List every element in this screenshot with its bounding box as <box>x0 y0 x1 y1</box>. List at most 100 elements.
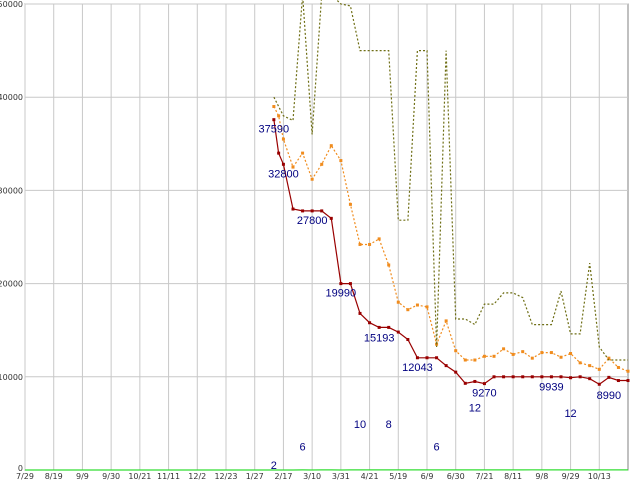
point-price <box>454 370 458 374</box>
data-label: 10 <box>354 419 366 431</box>
point-average <box>521 350 525 354</box>
x-tick-label: 3/31 <box>332 472 350 480</box>
point-average <box>492 354 496 358</box>
x-tick-label: 9/30 <box>102 472 120 480</box>
point-price <box>626 379 630 383</box>
x-tick-label: 11/11 <box>157 472 180 480</box>
point-price <box>301 209 305 213</box>
data-label: 8 <box>386 419 392 431</box>
point-average <box>348 202 352 206</box>
series-line-average <box>273 106 629 372</box>
point-average <box>329 144 333 148</box>
point-average <box>415 303 419 307</box>
data-label: 6 <box>300 441 306 453</box>
point-price <box>310 209 314 213</box>
point-price <box>588 377 592 381</box>
point-average <box>502 347 506 351</box>
point-price <box>348 282 352 286</box>
point-average <box>310 177 314 181</box>
point-price <box>435 356 439 360</box>
point-price <box>444 364 448 368</box>
point-average <box>588 364 592 368</box>
point-price <box>387 325 391 329</box>
data-label: 15193 <box>364 332 395 344</box>
point-average <box>578 361 582 365</box>
point-price <box>569 376 573 380</box>
point-price <box>377 325 381 329</box>
point-average <box>444 319 448 323</box>
series-line-price <box>273 119 628 386</box>
point-average <box>339 159 343 163</box>
x-tick-label: 7/21 <box>475 472 493 480</box>
point-price <box>502 375 506 379</box>
y-tick-label: 10000 <box>0 373 23 382</box>
point-price <box>511 375 515 379</box>
point-average <box>281 137 285 141</box>
point-price <box>329 216 333 220</box>
data-label: 37590 <box>259 124 290 136</box>
point-average <box>540 351 544 355</box>
x-tick-label: 5/19 <box>389 472 407 480</box>
data-label: 2 <box>271 460 277 472</box>
point-price <box>339 282 343 286</box>
plot-frame <box>24 3 629 471</box>
point-average <box>463 358 467 362</box>
point-price <box>578 375 582 379</box>
point-price <box>463 381 467 385</box>
series <box>25 0 630 471</box>
point-average <box>425 305 429 309</box>
point-average <box>277 114 281 118</box>
x-tick-label: 12/2 <box>188 472 206 480</box>
point-average <box>301 151 305 155</box>
point-price <box>540 375 544 379</box>
point-average <box>511 352 515 356</box>
point-average <box>272 105 276 109</box>
point-price <box>272 118 276 122</box>
point-average <box>607 356 611 360</box>
point-price <box>406 338 410 342</box>
point-price <box>425 356 429 360</box>
x-tick-label: 12/23 <box>214 472 237 480</box>
data-label: 6 <box>434 441 440 453</box>
point-price <box>415 356 419 360</box>
x-tick-label: 9/29 <box>562 472 580 480</box>
series-line-max <box>273 0 628 361</box>
x-tick-label: 6/30 <box>447 472 465 480</box>
data-label: 12 <box>564 408 576 420</box>
point-average <box>358 242 362 246</box>
axes: 7/29 8/19 9/9 9/30 10/21 11/11 12/2 12/23 1/27 2/… <box>0 0 611 480</box>
data-label: 27800 <box>297 215 328 227</box>
point-price <box>530 375 534 379</box>
x-tick-label: 6/9 <box>421 472 434 480</box>
data-label: 9270 <box>472 388 496 400</box>
x-tick-label: 10/13 <box>588 472 611 480</box>
y-tick-label: 40000 <box>0 93 23 102</box>
data-labels: 37590 32800 27800 19990 15193 12043 9270 9939 89… <box>259 124 622 472</box>
data-label: 8990 <box>597 390 621 402</box>
point-average <box>482 354 486 358</box>
point-price <box>396 330 400 334</box>
point-price <box>281 162 285 166</box>
point-price <box>597 382 601 386</box>
point-average <box>569 352 573 355</box>
grid <box>24 3 629 471</box>
point-price <box>291 207 295 211</box>
x-tick-label: 7/29 <box>16 472 34 480</box>
data-label: 12043 <box>402 362 433 374</box>
x-tick-label: 9/9 <box>76 472 89 480</box>
point-price <box>616 379 620 383</box>
point-average <box>473 358 477 362</box>
x-tick-label: 8/11 <box>504 472 522 480</box>
point-price <box>559 375 563 379</box>
y-tick-label: 50000 <box>0 0 23 9</box>
point-price <box>482 382 486 386</box>
point-average <box>454 349 458 353</box>
point-average <box>549 351 553 355</box>
point-average <box>368 242 372 246</box>
x-tick-label: 10/21 <box>128 472 151 480</box>
data-label: 19990 <box>326 288 357 300</box>
point-average <box>597 367 601 371</box>
data-label: 12 <box>469 402 481 414</box>
